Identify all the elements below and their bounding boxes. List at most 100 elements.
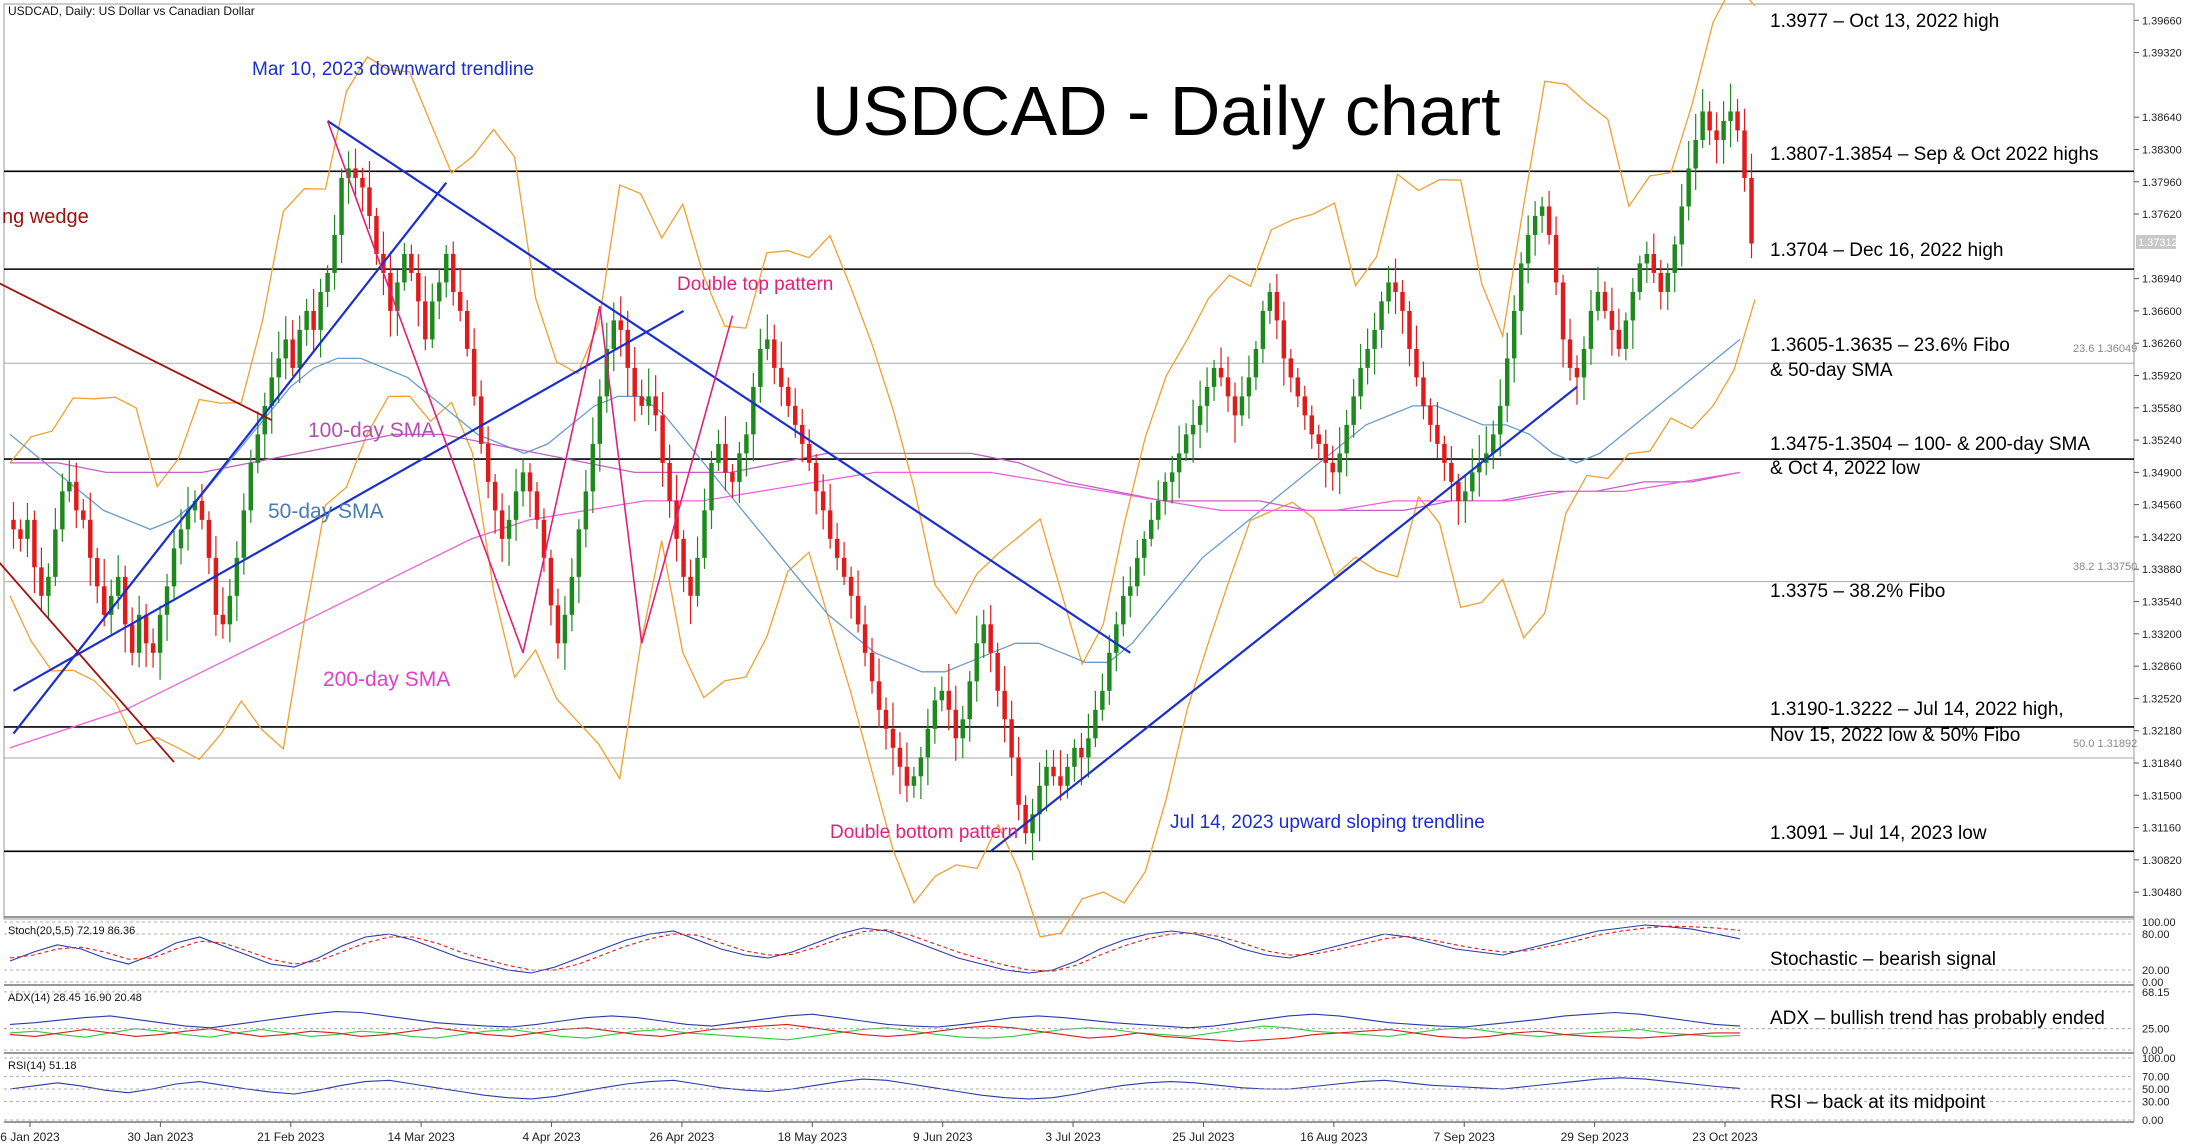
sma200-label: 200-day SMA — [323, 668, 450, 691]
indicator-tick-label: 0.00 — [2142, 1045, 2163, 1057]
candle-body — [318, 291, 323, 330]
candle-body — [290, 339, 295, 368]
candle-body — [1065, 766, 1070, 786]
candle-body — [1281, 320, 1287, 359]
candle-body — [772, 339, 777, 368]
candle-body — [1532, 215, 1538, 235]
candle-body — [1428, 405, 1433, 425]
candle-body — [1295, 377, 1301, 397]
candle-body — [423, 301, 428, 340]
candle-body — [862, 624, 868, 653]
candle-body — [206, 519, 212, 558]
candle-body — [1260, 310, 1266, 349]
wedge-label: ng wedge — [2, 206, 89, 228]
candle-body — [402, 253, 407, 283]
candle-body — [1309, 415, 1315, 435]
candle-body — [730, 472, 735, 482]
candle-body — [1148, 519, 1154, 539]
candle-body — [1707, 111, 1712, 131]
chart-title: USDCAD - Daily chart — [812, 72, 1500, 150]
candle-body — [1211, 367, 1217, 387]
indicator-tick-label: 68.15 — [2142, 987, 2170, 999]
candle-body — [1651, 253, 1657, 273]
price-tick-label: 1.31500 — [2142, 790, 2182, 802]
candle-body — [639, 396, 644, 406]
candle-body — [1351, 396, 1356, 425]
candle-body — [758, 348, 763, 387]
downward-trendline — [326, 120, 1131, 654]
candle-body — [960, 719, 966, 739]
adx-line — [9, 1011, 1741, 1029]
candle-body — [464, 310, 470, 349]
candle-body — [618, 320, 623, 330]
candle-body — [471, 348, 477, 397]
annotation-10: Nov 15, 2022 low & 50% Fibo — [1770, 725, 2020, 746]
candle-body — [1218, 367, 1224, 378]
candle-body — [904, 766, 910, 786]
candle-body — [1386, 282, 1391, 302]
candle-body — [1491, 434, 1496, 454]
candle-body — [157, 614, 163, 653]
candle-body — [1379, 301, 1384, 330]
candle-body — [1093, 709, 1098, 739]
candle-body — [1407, 310, 1412, 349]
candle-body — [1190, 424, 1196, 435]
candle-body — [1637, 263, 1643, 292]
candle-body — [346, 168, 351, 178]
candle-body — [1128, 586, 1133, 596]
candle-body — [827, 510, 833, 539]
candle-body — [688, 576, 693, 596]
candle-body — [779, 367, 784, 387]
candle-body — [213, 557, 219, 615]
candle-body — [1051, 766, 1056, 777]
candle-body — [304, 310, 309, 330]
candle-body — [1239, 396, 1245, 416]
rsi-line — [9, 1077, 1741, 1100]
candle-body — [1553, 234, 1559, 283]
candle-body — [981, 624, 986, 644]
candle-body — [918, 757, 924, 777]
candle-body — [1169, 472, 1175, 482]
candle-body — [1023, 804, 1028, 834]
candle-body — [953, 709, 959, 739]
candle-body — [255, 434, 261, 463]
candle-body — [1246, 377, 1252, 397]
indicator-tick-label: 0.00 — [2142, 977, 2163, 989]
candle-body — [1449, 462, 1454, 482]
candle-body — [262, 405, 268, 435]
price-tick-label: 1.35920 — [2142, 370, 2182, 382]
price-tick-label: 1.32180 — [2142, 726, 2182, 738]
candle-body — [450, 253, 456, 292]
candle-body — [353, 168, 358, 178]
candle-body — [1044, 766, 1049, 786]
candle-body — [1121, 595, 1126, 625]
candle-body — [744, 434, 749, 454]
candle-body — [1588, 310, 1594, 349]
candle-body — [95, 557, 100, 587]
candle-body — [1511, 310, 1517, 359]
candle-body — [1693, 139, 1698, 169]
candle-body — [1414, 348, 1419, 378]
double-top-pattern-line — [522, 305, 601, 653]
double-bottom-label: Double bottom pattern — [830, 822, 1018, 843]
candle-body — [569, 576, 575, 615]
candle-body — [1567, 339, 1573, 368]
candle-body — [820, 491, 826, 511]
candle-body — [513, 491, 519, 520]
candle-body — [604, 348, 610, 397]
upward-channel-line — [12, 309, 685, 692]
candle-body — [925, 728, 931, 758]
candle-body — [1002, 690, 1007, 720]
annotation-1: 1.3977 – Oct 13, 2022 high — [1770, 11, 1999, 32]
price-tick-label: 1.37960 — [2142, 177, 2182, 189]
candle-body — [883, 709, 889, 729]
upward-trendline-label: Jul 14, 2023 upward sloping trendline — [1170, 812, 1485, 833]
candle-body — [520, 472, 526, 492]
candle-body — [276, 358, 281, 378]
price-tick-label: 1.35240 — [2142, 435, 2182, 447]
candle-body — [192, 500, 198, 511]
candle-body — [1400, 291, 1405, 311]
sma50-label: 50-day SMA — [268, 500, 384, 523]
candle-body — [660, 415, 665, 463]
indicator-tick-label: 80.00 — [2142, 929, 2170, 941]
